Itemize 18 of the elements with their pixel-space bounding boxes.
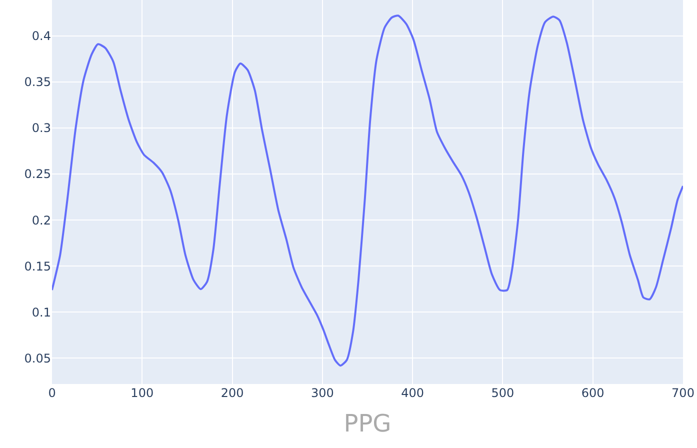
y-tick-label: 0.25 [24,167,51,182]
y-tick-label: 0.15 [24,259,51,274]
y-tick-label: 0.3 [32,121,51,136]
y-tick-label: 0.05 [24,351,51,366]
y-tick-label: 0.2 [32,213,51,228]
y-tick-label: 0.35 [24,75,51,90]
x-tick-label: 200 [220,386,244,400]
y-tick-label: 0.4 [32,29,51,44]
x-tick-label: 0 [48,386,56,400]
y-tick-label: 0.1 [32,305,51,320]
x-tick-label: 300 [310,386,334,400]
x-tick-label: 700 [672,386,694,400]
x-tick-label: 400 [401,386,424,400]
x-tick-label: 600 [581,386,604,400]
line-series [52,14,683,367]
x-tick-label: 100 [130,386,154,400]
x-tick-label: 500 [491,386,514,400]
x-axis-title: PPG [344,409,392,438]
